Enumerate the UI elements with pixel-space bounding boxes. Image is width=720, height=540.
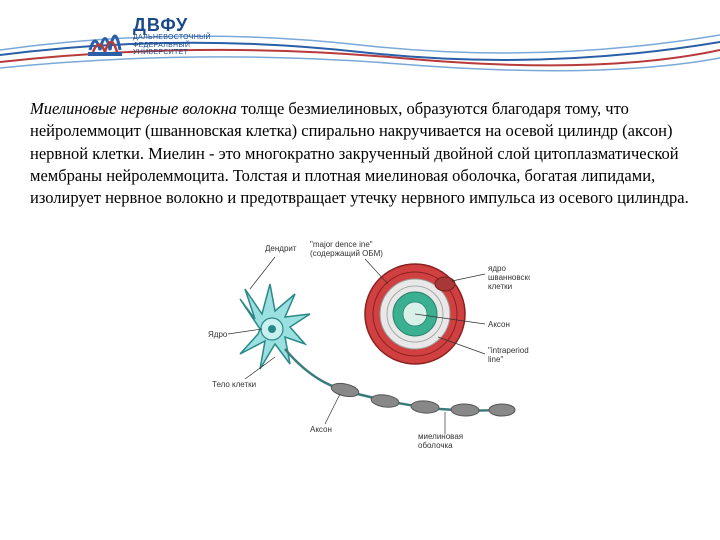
label-axon-cs: Аксон (488, 320, 510, 329)
label-cell-body: Тело клетки (212, 380, 256, 389)
label-intraperiod: "intraperiod line" (488, 346, 530, 364)
label-nucleus: Ядро (208, 330, 228, 339)
main-paragraph: Миелиновые нервные волокна толще безмиел… (0, 78, 720, 219)
logo-sub-1: ДАЛЬНЕВОСТОЧНЫЙ (133, 34, 211, 41)
label-dendrite: Дендрит (265, 244, 297, 253)
label-myelin-sheath: миелиновая оболочка (418, 432, 465, 449)
label-schwann-nucleus: ядро шванновской клетки (488, 264, 530, 291)
neuron-diagram: Дендрит "major dence ine" (содержащий ОБ… (190, 229, 530, 449)
header: ДВФУ ДАЛЬНЕВОСТОЧНЫЙ ФЕДЕРАЛЬНЫЙ УНИВЕРС… (0, 0, 720, 78)
neuron-body (240, 284, 310, 369)
paragraph-lead: Миелиновые нервные волокна (30, 99, 237, 118)
logo-sub-3: УНИВЕРСИТЕТ (133, 49, 211, 56)
university-logo: ДВФУ ДАЛЬНЕВОСТОЧНЫЙ ФЕДЕРАЛЬНЫЙ УНИВЕРС… (85, 12, 211, 60)
logo-sub-2: ФЕДЕРАЛЬНЫЙ (133, 42, 211, 49)
logo-icon (85, 12, 125, 60)
logo-title: ДВФУ (133, 16, 211, 35)
label-major-dense: "major dence ine" (содержащий ОБМ) (310, 240, 383, 258)
label-axon: Аксон (310, 425, 332, 434)
